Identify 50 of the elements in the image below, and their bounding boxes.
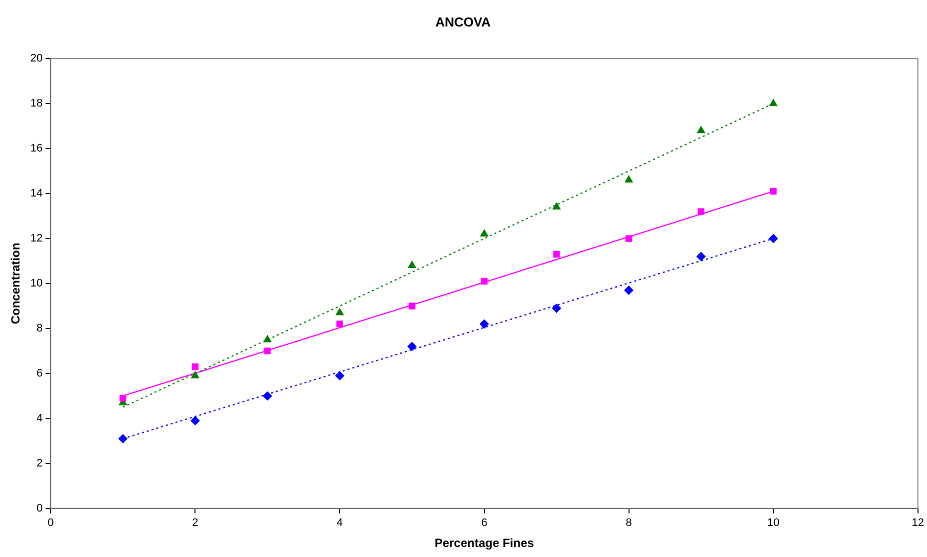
point xyxy=(769,99,778,106)
point xyxy=(408,261,416,268)
y-axis-title: Concentration xyxy=(8,242,23,324)
point xyxy=(262,391,272,400)
point xyxy=(697,126,706,134)
x-tick-label: 12 xyxy=(912,517,924,530)
point xyxy=(696,252,706,262)
point xyxy=(552,304,562,313)
y-tick-label: 8 xyxy=(36,322,43,335)
point xyxy=(553,250,560,258)
point xyxy=(336,320,344,328)
point xyxy=(552,202,560,210)
point xyxy=(335,371,344,380)
point xyxy=(480,319,489,328)
point xyxy=(624,286,634,295)
x-tick-label: 8 xyxy=(626,517,632,530)
point xyxy=(625,235,632,242)
point xyxy=(770,188,777,195)
x-axis-title: Percentage Fines xyxy=(434,536,534,550)
y-tick-label: 16 xyxy=(30,142,43,155)
point xyxy=(408,302,416,310)
x-tick-label: 10 xyxy=(767,517,780,530)
y-tick-label: 20 xyxy=(30,52,43,65)
point xyxy=(263,335,272,342)
point xyxy=(190,416,200,426)
y-tick-label: 14 xyxy=(30,188,43,200)
point xyxy=(118,434,128,444)
chart-title: ANCOVA xyxy=(435,14,492,30)
point xyxy=(407,342,416,351)
y-tick-label: 6 xyxy=(36,367,43,380)
point xyxy=(698,208,704,215)
point xyxy=(120,394,126,402)
x-tick-label: 0 xyxy=(48,517,54,530)
y-tick-label: 12 xyxy=(30,232,43,245)
point xyxy=(480,230,488,237)
y-tick-label: 0 xyxy=(36,502,43,514)
x-tick-label: 6 xyxy=(481,517,488,530)
y-tick-label: 10 xyxy=(30,278,43,290)
y-tick-label: 2 xyxy=(36,457,43,470)
point xyxy=(480,278,488,285)
x-tick-label: 2 xyxy=(192,517,198,530)
point xyxy=(624,176,633,183)
point xyxy=(264,348,271,354)
point xyxy=(191,371,200,378)
y-tick-label: 18 xyxy=(30,98,43,110)
y-tick-label: 4 xyxy=(36,412,43,424)
x-tick-label: 4 xyxy=(336,517,343,530)
point xyxy=(768,234,778,244)
point xyxy=(192,363,199,370)
point xyxy=(336,308,344,316)
